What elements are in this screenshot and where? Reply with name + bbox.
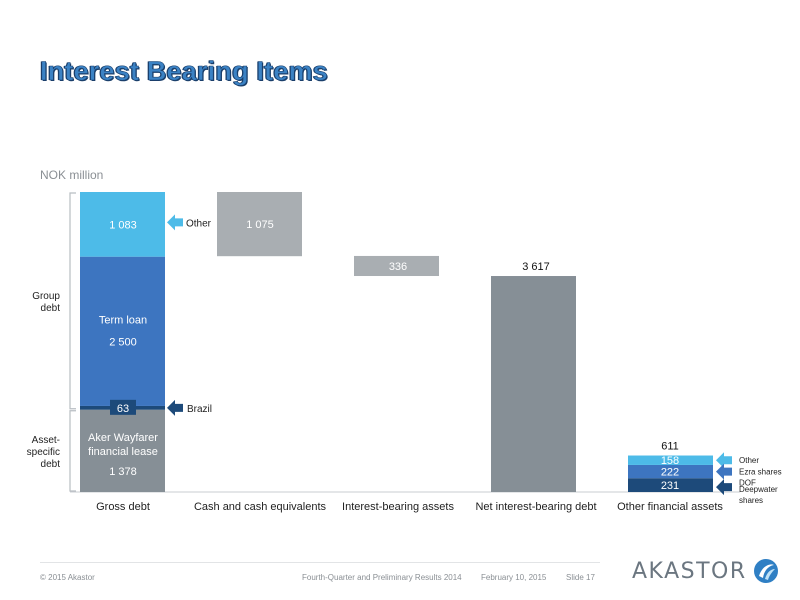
- callout-brazil: Brazil: [187, 404, 212, 415]
- arrow-brazil-icon: [167, 399, 183, 416]
- arrow-ofa-deepwater-icon: [716, 479, 732, 496]
- category-label-2: Interest-bearing assets: [342, 501, 454, 513]
- bar-ofa-deepwater: [628, 478, 713, 492]
- bracket-label-asset-specific-1: specific: [27, 447, 60, 458]
- value-ofa-total: 611: [661, 441, 679, 453]
- value-fin-lease: 1 378: [109, 466, 137, 478]
- footer-slide-number: Slide 17: [566, 573, 595, 582]
- logo-text: AKASTOR: [632, 558, 747, 584]
- label-fin-lease-line2: financial lease: [88, 446, 158, 458]
- value-term-loan: 2 500: [109, 336, 137, 348]
- value-cash: 1 075: [246, 219, 274, 231]
- value-brazil: 63: [117, 403, 129, 415]
- bar-cash: [217, 192, 302, 257]
- bracket-label-asset-specific-2: debt: [41, 459, 61, 470]
- bracket-asset-specific: [69, 410, 76, 492]
- bar-gross-debt-other: [80, 192, 165, 257]
- slide-title: Interest Bearing Items: [40, 56, 328, 87]
- bracket-group-debt: [69, 192, 76, 410]
- category-label-0: Gross debt: [96, 501, 150, 513]
- value-other-top: 1 083: [109, 219, 137, 231]
- footer-event: Fourth-Quarter and Preliminary Results 2…: [302, 573, 462, 582]
- bracket-label-asset-specific-0: Asset-: [32, 435, 60, 446]
- footer-date: February 10, 2015: [481, 573, 547, 582]
- callout-ofa-other: Other: [739, 456, 759, 465]
- bar-gross-debt-term-loan: [80, 256, 165, 406]
- callout-other-top: Other: [186, 218, 212, 229]
- bracket-label-group-debt-0: Group: [32, 291, 60, 302]
- category-label-3: Net interest-bearing debt: [475, 501, 596, 513]
- callout-ofa-deepwater-line2: shares: [739, 496, 763, 505]
- category-label-4: Other financial assets: [617, 501, 723, 513]
- label-fin-lease-line1: Aker Wayfarer: [88, 432, 158, 444]
- value-ofa-other2: 158: [661, 455, 679, 467]
- bar-gross-debt-fin-lease: [80, 409, 165, 492]
- arrow-other-icon: [167, 214, 183, 231]
- arrow-ofa-ezra-icon: [716, 463, 732, 480]
- category-label-1: Cash and cash equivalents: [194, 501, 327, 513]
- callout-ofa-ezra-line1: Ezra shares: [739, 468, 782, 477]
- bracket-label-group-debt-1: debt: [41, 303, 61, 314]
- value-ofa-deepwater: 231: [661, 480, 679, 492]
- logo-swirl-icon: [753, 559, 778, 583]
- bar-ofa-other2: [628, 455, 713, 465]
- value-interest-assets: 336: [389, 261, 407, 273]
- unit-label: NOK million: [40, 168, 104, 182]
- value-ofa-ezra: 222: [661, 467, 679, 479]
- akastor-logo: AKASTOR: [632, 558, 779, 584]
- bar-ofa-ezra: [628, 464, 713, 479]
- bar-net-debt: [491, 276, 576, 492]
- bar-interest-assets: [354, 255, 439, 277]
- label-term-loan: Term loan: [99, 314, 147, 326]
- callout-ofa-deepwater-line1: Deepwater: [739, 485, 778, 494]
- value-net-debt: 3 617: [522, 261, 550, 273]
- box-brazil-value: [110, 399, 136, 415]
- arrow-ofa-other-icon: [716, 452, 732, 469]
- footer-copyright: © 2015 Akastor: [40, 573, 95, 582]
- footer-divider: [40, 562, 600, 563]
- callout-ofa-ezra-line2: DOF: [739, 479, 756, 488]
